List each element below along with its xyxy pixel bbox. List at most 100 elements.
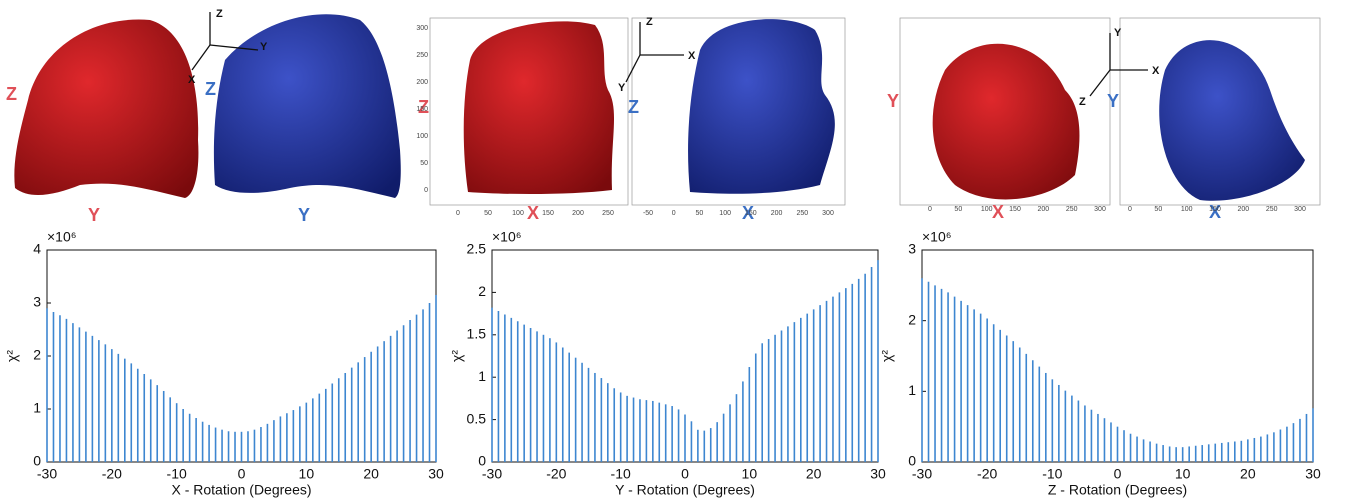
y-tick-label: 0.5 <box>467 410 487 426</box>
x-tick-label: -30 <box>482 466 502 482</box>
y-tick-label: 1 <box>33 400 41 416</box>
y-tick-label: 2 <box>908 311 916 327</box>
red-lung <box>932 43 1080 200</box>
y-tick-label: 1 <box>478 368 486 384</box>
x-tick-label: 0 <box>238 466 246 482</box>
render-tick-label: 150 <box>1209 206 1221 213</box>
plot-frame <box>429 17 629 206</box>
render-tick-label: 150 <box>1009 206 1021 213</box>
triad-label: Y <box>1114 27 1122 39</box>
triad-label: X <box>688 50 696 62</box>
render-tick-label: 200 <box>771 210 783 217</box>
y-tick-label: 0 <box>908 453 916 469</box>
render-tick-label: 100 <box>719 210 731 217</box>
x-tick-label: 10 <box>1175 466 1191 482</box>
blue-lung <box>688 19 835 194</box>
axis-letter: Z <box>628 97 639 117</box>
blue-lung <box>213 14 401 198</box>
axis-triad <box>191 12 1148 97</box>
x-tick-label: -10 <box>611 466 631 482</box>
axis-letter: Y <box>887 91 899 111</box>
render-tick-label: 150 <box>745 210 757 217</box>
triad-label: X <box>188 74 196 86</box>
y-tick-label: 0 <box>33 453 41 469</box>
y-tick-label: 4 <box>33 241 41 257</box>
y-tick-label: 3 <box>33 294 41 310</box>
x-tick-label: 20 <box>806 466 822 482</box>
axis-letter: Y <box>298 205 310 225</box>
y-tick-label: 3 <box>908 241 916 257</box>
x-tick-label: 30 <box>1305 466 1321 482</box>
x-tick-label: 10 <box>299 466 315 482</box>
render-tick-label: 300 <box>1294 206 1306 213</box>
y-axis-label: χ² <box>4 350 20 362</box>
x-axis-label: X - Rotation (Degrees) <box>171 482 311 498</box>
x-tick-label: -30 <box>912 466 932 482</box>
render-tick-label: 300 <box>822 210 834 217</box>
axis-letter: X <box>742 203 754 223</box>
x-tick-label: -10 <box>1042 466 1062 482</box>
multiplier: ×10⁶ <box>492 229 522 245</box>
render-tick-label: 100 <box>1181 206 1193 213</box>
axis-letter: Y <box>1107 91 1119 111</box>
renders: Z Y Z Y X Z Y Z X Z X Y Z X Y X Y X Z Y … <box>6 8 1321 225</box>
x-tick-label: 20 <box>363 466 379 482</box>
triad-label: X <box>1152 65 1160 77</box>
y-tick-label: 2.5 <box>467 241 487 257</box>
axis-letter: Z <box>6 84 17 104</box>
render-tick-label: 100 <box>416 133 428 140</box>
render-tick-label: 100 <box>981 206 993 213</box>
render-tick-label: 100 <box>512 210 524 217</box>
render-tick-label: 200 <box>416 79 428 86</box>
x-tick-label: -30 <box>37 466 57 482</box>
x-tick-label: -20 <box>102 466 122 482</box>
y-axis-label: χ² <box>449 350 465 362</box>
plot-frame <box>631 17 846 206</box>
render-tick-label: 250 <box>796 210 808 217</box>
render-tick-label: 250 <box>1066 206 1078 213</box>
x-tick-label: -10 <box>167 466 187 482</box>
plot-frame <box>1119 17 1321 206</box>
render-tick-label: 250 <box>1266 206 1278 213</box>
y-tick-label: 1.5 <box>467 326 487 342</box>
axis-letter: Z <box>418 97 429 117</box>
triad-label: Z <box>216 8 223 20</box>
axis-letter: X <box>992 202 1004 222</box>
multiplier: ×10⁶ <box>922 229 952 245</box>
render-tick-label: 0 <box>928 206 932 213</box>
render-tick-label: 50 <box>484 210 492 217</box>
triad-label: Y <box>618 82 626 94</box>
render-tick-label: 0 <box>1128 206 1132 213</box>
render-tick-label: 150 <box>542 210 554 217</box>
render-tick-label: 200 <box>1037 206 1049 213</box>
triad-label: Z <box>646 16 653 28</box>
x-axis-label: Y - Rotation (Degrees) <box>615 482 755 498</box>
y-axis-label: χ² <box>879 350 895 362</box>
render-tick-label: 0 <box>672 210 676 217</box>
blue-lung <box>1159 40 1305 201</box>
render-tick-label: 0 <box>456 210 460 217</box>
render-tick-label: 0 <box>424 187 428 194</box>
render-tick-label: 200 <box>572 210 584 217</box>
x-tick-label: 30 <box>428 466 444 482</box>
render-tick-label: 50 <box>420 160 428 167</box>
axis-letter: X <box>527 203 539 223</box>
plot-frame <box>899 17 1111 206</box>
y-tick-label: 0 <box>478 453 486 469</box>
x-tick-label: -20 <box>977 466 997 482</box>
render-tick-label: 250 <box>602 210 614 217</box>
render-tick-label: 50 <box>696 210 704 217</box>
render-tick-label: 300 <box>416 25 428 32</box>
red-lung <box>14 19 199 198</box>
x-tick-label: -20 <box>546 466 566 482</box>
triad-label: Y <box>260 41 268 53</box>
y-tick-label: 2 <box>478 283 486 299</box>
x-tick-label: 0 <box>1114 466 1122 482</box>
render-tick-label: 150 <box>416 106 428 113</box>
x-tick-label: 10 <box>742 466 758 482</box>
render-tick-label: -50 <box>643 210 653 217</box>
render-tick-label: 250 <box>416 52 428 59</box>
triad-label: Z <box>1079 96 1086 108</box>
x-axis-label: Z - Rotation (Degrees) <box>1048 482 1187 498</box>
